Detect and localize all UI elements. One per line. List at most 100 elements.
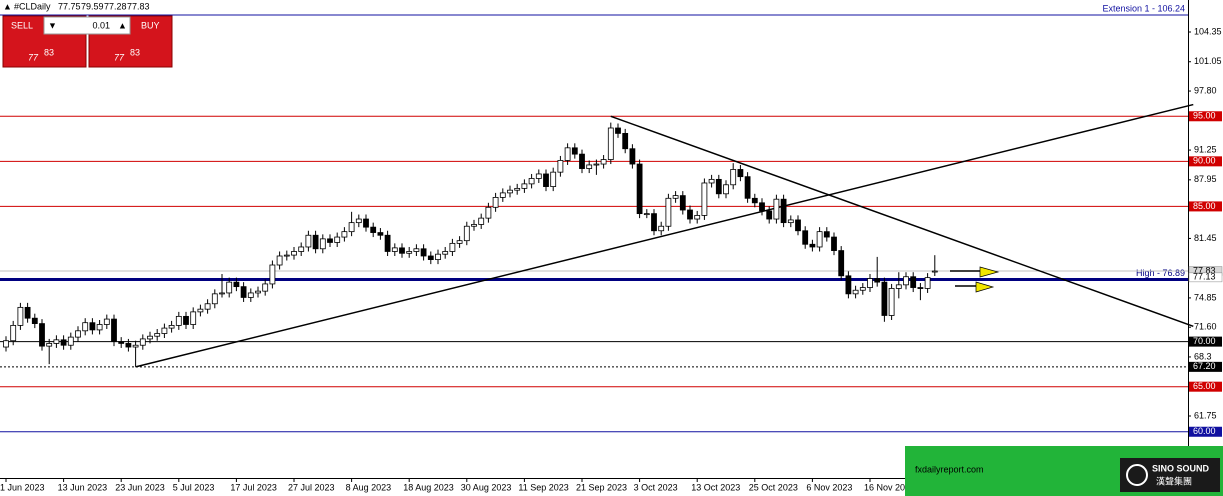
buy-price-big: 77 [114,52,125,62]
candle-body [255,290,261,294]
candle-body [96,324,103,331]
candle-body [103,318,110,325]
symbol: #CLDaily [14,1,51,11]
x-tick-label: 8 Aug 2023 [346,482,392,492]
candle-body [550,171,557,187]
x-tick-label: 11 Sep 2023 [518,482,568,492]
candle-body [845,275,852,295]
x-tick-label: 3 Oct 2023 [634,482,678,492]
candle-body [651,213,657,232]
lot-down[interactable]: ▼ [48,20,57,30]
candle-body [125,343,132,348]
candle-body [859,287,866,291]
candle-body [3,340,9,348]
lot-input[interactable] [43,16,131,35]
candle-body [679,195,686,211]
candle-body [838,250,845,277]
candle-body [917,287,924,289]
candle-body [60,339,67,346]
level-label-box [1189,111,1222,122]
x-tick-label: 1 Jun 2023 [0,482,45,492]
level-text: Extension 1 - 106.24 [1102,3,1185,13]
buy-label: BUY [141,20,160,30]
candle-body [507,189,513,194]
brand-cn: 漢聲集團 [1156,475,1192,486]
candle-body [75,330,81,338]
y-tick-label: 68.3 [1194,351,1212,361]
candle-body [269,264,276,285]
candle-body [737,169,744,178]
lot[interactable]: 0.01 [92,20,110,30]
candle-body [586,164,593,169]
x-tick-label: 17 Jul 2023 [230,482,277,492]
candle-body [593,163,600,166]
x-tick-label: 6 Nov 2023 [806,482,852,492]
x-tick-label: 30 Aug 2023 [461,482,512,492]
candle-body [435,253,441,260]
level-label: 67.20 [1193,361,1216,371]
candle-body [427,255,434,260]
candle-body [881,281,888,316]
candle-body [298,246,305,252]
price-mark-box [1188,272,1223,283]
candle-body [247,292,254,298]
candle-body [384,234,391,252]
candle-body [730,169,737,186]
level-label: 65.00 [1193,381,1216,391]
candle-body [687,209,693,220]
candle-body [53,339,60,344]
x-tick-label: 18 Aug 2023 [403,482,454,492]
candle-body [665,197,672,227]
sell-price-big: 77 [28,52,39,62]
level-label-box [1189,426,1222,437]
candle-body [715,178,722,195]
candle-body [910,276,917,288]
candle-body [240,286,247,298]
candle-body [600,159,607,165]
candle-body [831,236,837,251]
candle-body [355,218,362,224]
candle-body [17,306,24,326]
candle-body [615,127,621,134]
candle-body [111,318,117,343]
candle-body [219,292,225,295]
y-tick-label: 74.85 [1194,292,1217,302]
candle-body [478,217,485,225]
candle-body [499,192,506,198]
candle-body [607,127,614,160]
brand-icon [1126,464,1148,486]
candle-body [780,198,787,224]
arrow-head [975,281,995,293]
candle-body [701,182,708,216]
candle-body [723,184,729,195]
candle-body [852,289,859,295]
candle-body [305,234,312,248]
x-tick-label: 27 Jul 2023 [288,482,335,492]
candle-body [262,283,269,292]
candle-body [154,333,161,337]
candle-body [132,344,139,348]
candle-body [773,198,780,220]
candle-body [327,238,333,243]
candle-body [888,288,895,316]
candle-body [161,327,168,334]
candle-body [226,281,233,294]
candle-body [694,215,701,220]
close: 77.83 [127,1,150,11]
candle-body [672,195,679,199]
x-tick-label: 23 Jun 2023 [115,482,165,492]
candle-body [276,255,283,266]
level-label: 90.00 [1193,156,1216,166]
collapse-icon[interactable]: ▲ [3,1,12,11]
candle-body [816,231,823,248]
level-label: 60.00 [1193,426,1216,436]
lot-up[interactable]: ▲ [118,20,127,30]
brand-box [1120,458,1220,492]
level-label: 85.00 [1193,201,1216,211]
candle-body [795,219,801,232]
candle-body [766,210,773,220]
candle-body [708,178,715,184]
candle-body [39,323,45,347]
x-tick-label: 13 Jun 2023 [58,482,108,492]
